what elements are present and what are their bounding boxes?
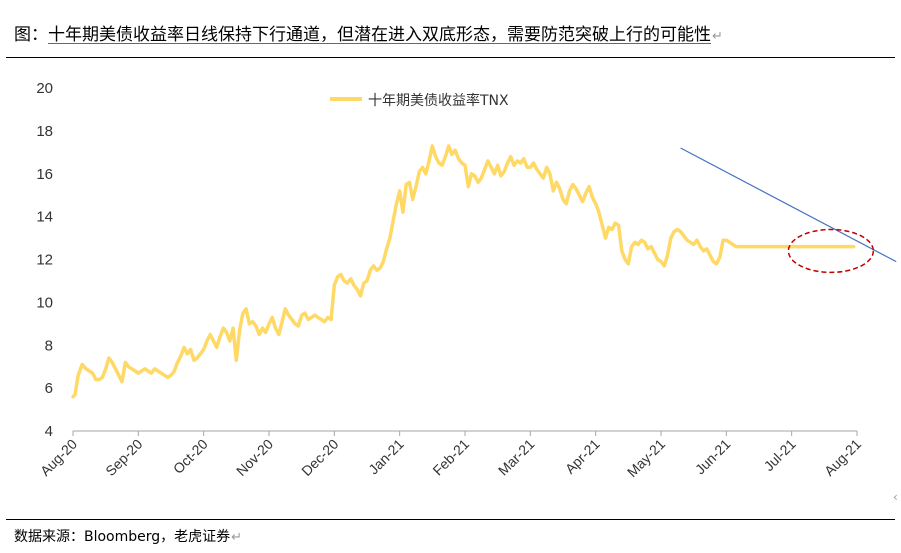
x-tick-labels: Aug-20 Sep-20 Oct-20 Nov-20 Dec-20 Jan-21 Feb-…: [37, 436, 864, 480]
x-tick-label: Jan-21: [365, 436, 407, 478]
x-tick-label: Apr-21: [562, 436, 603, 477]
x-tick-label: Feb-21: [429, 436, 472, 479]
x-tick-label: Dec-20: [298, 436, 341, 479]
legend-label: 十年期美债收益率TNX: [368, 92, 509, 109]
y-tick-label: 20: [36, 80, 53, 97]
y-tick-label: 12: [36, 252, 53, 269]
double-bottom-highlight: [787, 228, 875, 274]
y-tick-labels: 4 6 8 10 12 14 16 18 20: [36, 80, 53, 440]
y-tick-label: 8: [45, 337, 53, 354]
series-line-tnx: [71, 144, 856, 399]
source-text: 数据来源：Bloomberg，老虎证券: [14, 529, 231, 545]
figure-title-prefix: 图：: [14, 25, 48, 45]
plot-area: [71, 144, 897, 399]
top-divider: [6, 57, 895, 58]
x-tick-label: Jul-21: [761, 436, 799, 474]
x-tick-label: Oct-20: [170, 436, 211, 477]
chart: 4 6 8 10 12 14 16 18 20 Aug-20 Sep-20 Oct-20 Nov-20…: [36, 80, 897, 480]
y-tick-label: 4: [45, 423, 53, 440]
figure-title-text: 十年期美债收益率日线保持下行通道，但潜在进入双底形态，需要防范突破上行的可能性: [48, 25, 711, 45]
source-note: 数据来源：Bloomberg，老虎证券↵: [14, 526, 242, 546]
downtrend-line: [680, 147, 897, 263]
x-tick-label: Sep-20: [102, 436, 145, 479]
bottom-divider: [6, 519, 895, 520]
y-tick-label: 10: [36, 294, 53, 311]
y-tick-label: 16: [36, 166, 53, 183]
x-tick-label: May-21: [624, 436, 668, 480]
x-tick-label: Jun-21: [692, 436, 734, 478]
paragraph-mark-icon: ↵: [231, 530, 243, 545]
y-tick-label: 18: [36, 123, 53, 140]
y-tick-label: 14: [36, 209, 53, 226]
chart-axes: [72, 430, 858, 436]
x-tick-label: Aug-20: [37, 436, 80, 479]
scroll-marker-icon: ‹: [893, 490, 898, 504]
x-tick-label: Nov-20: [233, 436, 276, 479]
x-tick-label: Aug-21: [821, 436, 864, 479]
figure-title: 图：十年期美债收益率日线保持下行通道，但潜在进入双底形态，需要防范突破上行的可能…: [14, 20, 723, 45]
chart-legend: 十年期美债收益率TNX: [330, 92, 509, 109]
x-tick-label: Mar-21: [495, 436, 538, 479]
paragraph-mark-icon: ↵: [712, 29, 723, 44]
y-tick-label: 6: [45, 380, 53, 397]
